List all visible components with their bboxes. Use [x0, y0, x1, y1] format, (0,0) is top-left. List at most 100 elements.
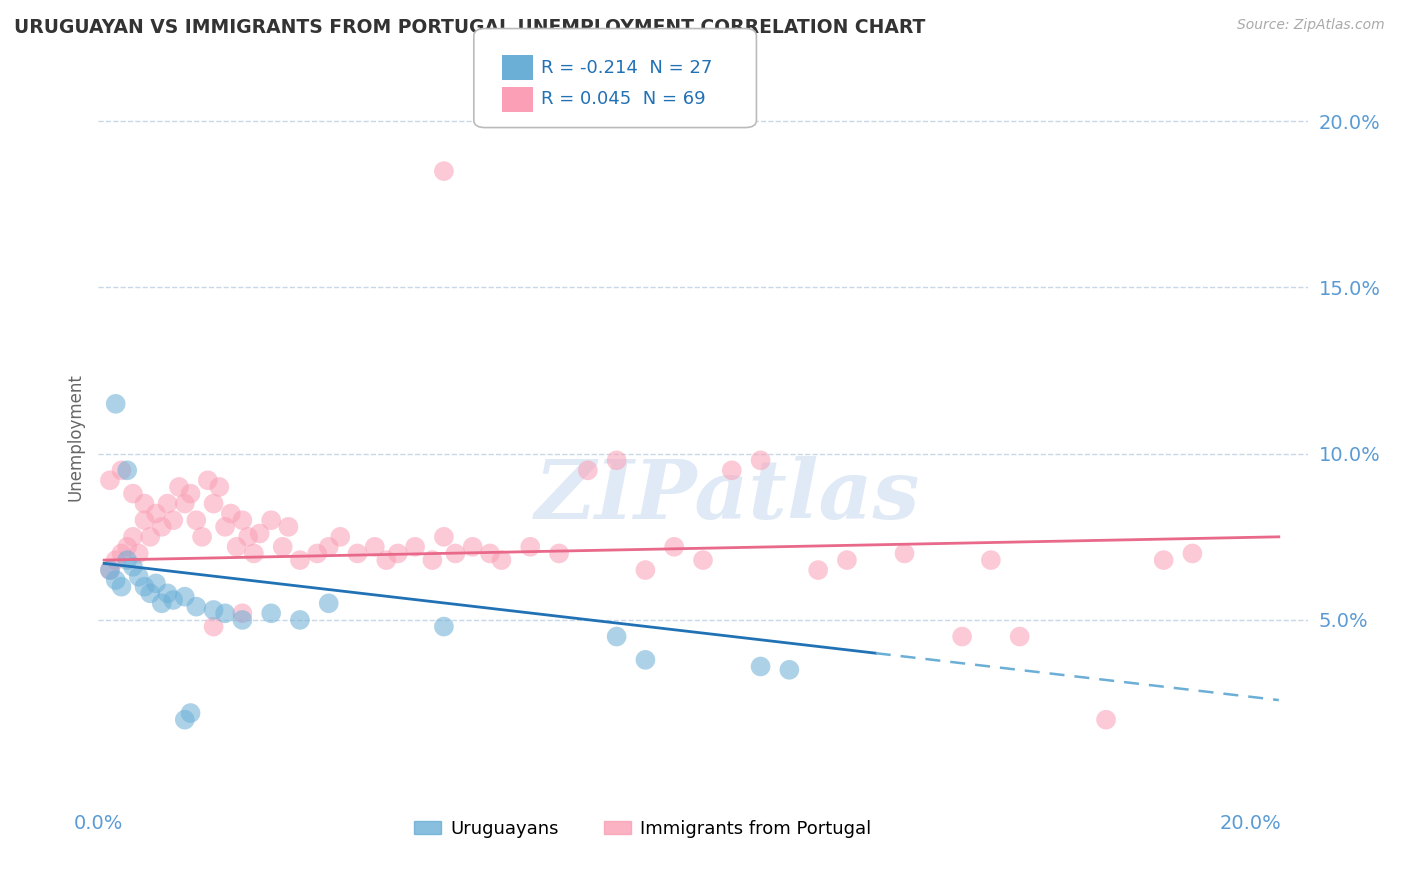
Point	[219, 507, 242, 521]
Point	[180, 706, 202, 720]
Point	[444, 546, 467, 560]
Point	[576, 463, 599, 477]
Point	[1181, 546, 1204, 560]
Point	[461, 540, 484, 554]
Point	[122, 559, 145, 574]
Point	[156, 497, 179, 511]
Point	[104, 553, 127, 567]
Point	[186, 599, 208, 614]
Point	[249, 526, 271, 541]
Point	[288, 613, 311, 627]
Point	[288, 553, 311, 567]
Point	[134, 580, 156, 594]
Point	[491, 553, 513, 567]
Point	[433, 530, 456, 544]
Point	[156, 586, 179, 600]
Point	[197, 473, 219, 487]
Point	[318, 540, 340, 554]
Point	[231, 607, 253, 621]
Point	[231, 613, 253, 627]
Point	[720, 463, 742, 477]
Point	[807, 563, 830, 577]
Point	[893, 546, 915, 560]
Point	[277, 520, 299, 534]
Point	[364, 540, 387, 554]
Point	[150, 596, 173, 610]
Point	[214, 520, 236, 534]
Point	[202, 603, 225, 617]
Point	[664, 540, 686, 554]
Point	[835, 553, 858, 567]
Point	[433, 164, 456, 178]
Point	[634, 653, 657, 667]
Point	[104, 397, 127, 411]
Point	[115, 553, 138, 567]
Point	[260, 607, 283, 621]
Point	[387, 546, 409, 560]
Text: ZIPatlas: ZIPatlas	[534, 456, 920, 535]
Point	[271, 540, 294, 554]
Point	[548, 546, 571, 560]
Text: R = 0.045  N = 69: R = 0.045 N = 69	[541, 90, 706, 108]
Point	[202, 497, 225, 511]
Point	[98, 473, 121, 487]
Point	[134, 513, 156, 527]
Point	[519, 540, 541, 554]
Point	[162, 513, 184, 527]
Point	[318, 596, 340, 610]
Point	[128, 546, 150, 560]
Point	[606, 453, 628, 467]
Point	[231, 513, 253, 527]
Point	[115, 540, 138, 554]
Point	[110, 463, 132, 477]
Point	[404, 540, 426, 554]
Point	[260, 513, 283, 527]
Point	[329, 530, 352, 544]
Point	[173, 590, 195, 604]
Y-axis label: Unemployment: Unemployment	[66, 373, 84, 501]
Text: R = -0.214  N = 27: R = -0.214 N = 27	[541, 59, 713, 77]
Point	[145, 576, 167, 591]
Point	[98, 563, 121, 577]
Point	[202, 619, 225, 633]
Point	[422, 553, 444, 567]
Point	[173, 497, 195, 511]
Text: URUGUAYAN VS IMMIGRANTS FROM PORTUGAL UNEMPLOYMENT CORRELATION CHART: URUGUAYAN VS IMMIGRANTS FROM PORTUGAL UN…	[14, 18, 925, 37]
Point	[150, 520, 173, 534]
Point	[749, 659, 772, 673]
Point	[346, 546, 368, 560]
Point	[980, 553, 1002, 567]
Point	[180, 486, 202, 500]
Point	[478, 546, 501, 560]
Point	[1153, 553, 1175, 567]
Point	[950, 630, 973, 644]
Point	[98, 563, 121, 577]
Point	[191, 530, 214, 544]
Point	[692, 553, 714, 567]
Point	[139, 530, 162, 544]
Point	[606, 630, 628, 644]
Point	[186, 513, 208, 527]
Point	[122, 486, 145, 500]
Point	[104, 573, 127, 587]
Point	[1008, 630, 1031, 644]
Point	[433, 619, 456, 633]
Point	[110, 546, 132, 560]
Point	[162, 593, 184, 607]
Point	[236, 530, 259, 544]
Point	[110, 580, 132, 594]
Point	[122, 530, 145, 544]
Point	[208, 480, 231, 494]
Point	[243, 546, 266, 560]
Point	[214, 607, 236, 621]
Point	[1095, 713, 1118, 727]
Text: Source: ZipAtlas.com: Source: ZipAtlas.com	[1237, 18, 1385, 32]
Point	[139, 586, 162, 600]
Point	[134, 497, 156, 511]
Point	[375, 553, 398, 567]
Point	[225, 540, 247, 554]
Point	[634, 563, 657, 577]
Point	[173, 713, 195, 727]
Legend: Uruguayans, Immigrants from Portugal: Uruguayans, Immigrants from Portugal	[406, 813, 879, 845]
Point	[749, 453, 772, 467]
